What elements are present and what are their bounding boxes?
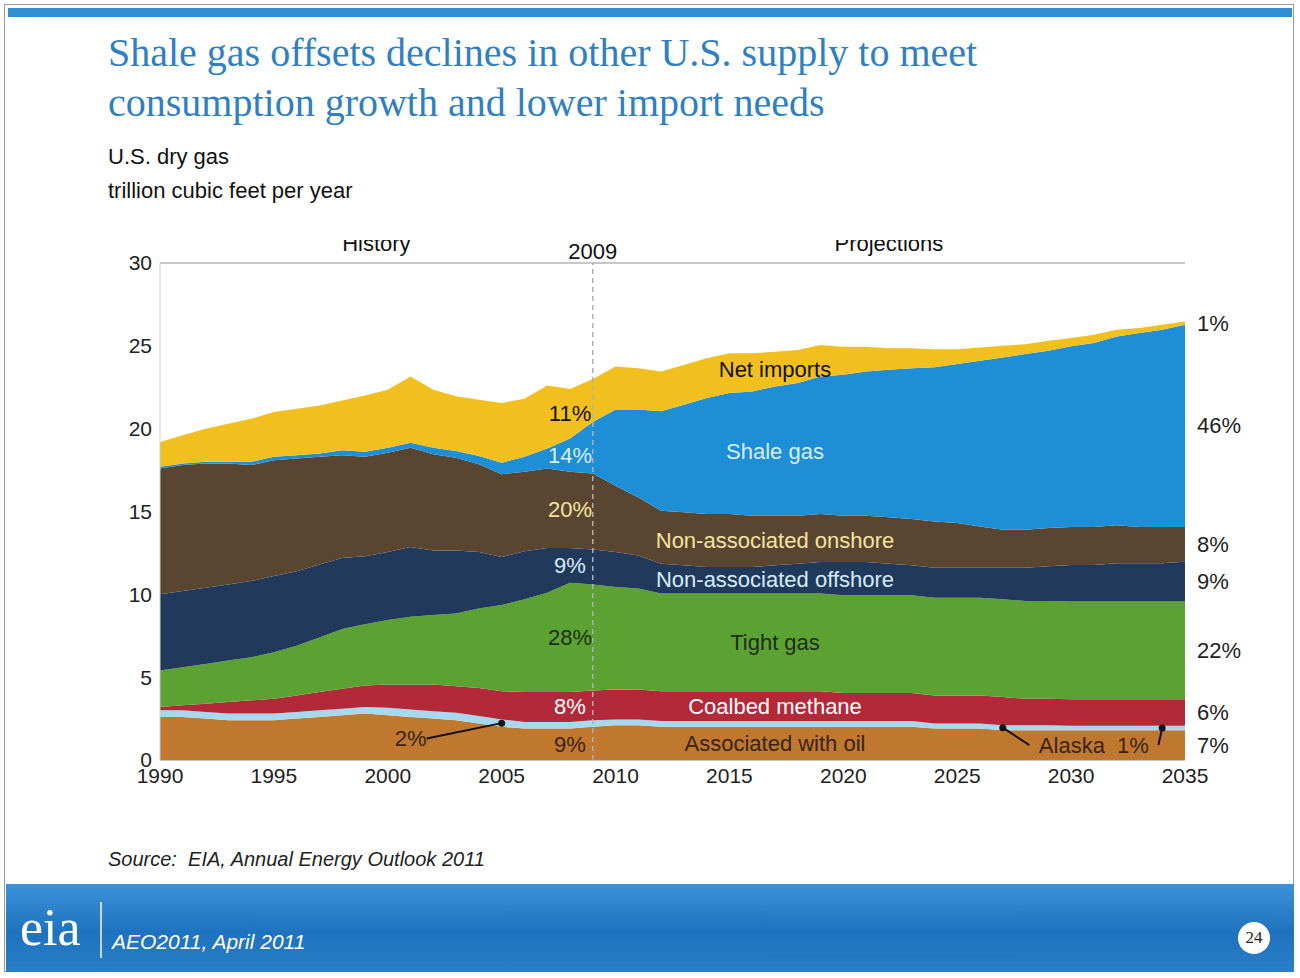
svg-text:8%: 8%	[554, 694, 586, 719]
svg-text:2020: 2020	[820, 764, 867, 787]
svg-text:2030: 2030	[1048, 764, 1095, 787]
svg-text:20: 20	[129, 417, 152, 440]
html-text:U.S. dry gas trillion cubic fe: U.S. dry gas trillion cubic feet per yea…	[108, 144, 353, 203]
svg-text:Non-associated offshore: Non-associated offshore	[656, 567, 894, 592]
svg-text:Non-associated onshore: Non-associated onshore	[656, 528, 894, 553]
svg-text:Projections: Projections	[834, 240, 943, 256]
svg-text:2005: 2005	[478, 764, 525, 787]
svg-text:2025: 2025	[934, 764, 981, 787]
svg-text:15: 15	[129, 500, 152, 523]
svg-text:Net imports: Net imports	[719, 357, 831, 382]
svg-text:Tight gas: Tight gas	[730, 630, 820, 655]
svg-text:14%: 14%	[548, 443, 592, 468]
svg-text:25: 25	[129, 334, 152, 357]
svg-text:2035: 2035	[1162, 764, 1209, 787]
html-text:Shale gas offsets declines in: Shale gas offsets declines in other U.S.…	[108, 30, 978, 125]
svg-text:2015: 2015	[706, 764, 753, 787]
svg-text:9%: 9%	[554, 732, 586, 757]
svg-text:History: History	[342, 240, 410, 256]
svg-text:Associated with oil: Associated with oil	[685, 731, 866, 756]
svg-text:2000: 2000	[364, 764, 411, 787]
html-text:Source: EIA, Annual Energy Out: Source: EIA, Annual Energy Outlook 2011	[108, 848, 485, 870]
html-text:AEO2011, April 2011: AEO2011, April 2011	[112, 930, 306, 953]
svg-text:6%: 6%	[1197, 700, 1229, 725]
svg-text:9%: 9%	[554, 553, 586, 578]
svg-text:46%: 46%	[1197, 413, 1241, 438]
svg-text:30: 30	[129, 251, 152, 274]
svg-text:8%: 8%	[1197, 532, 1229, 557]
svg-text:2010: 2010	[592, 764, 639, 787]
svg-text:7%: 7%	[1197, 733, 1229, 758]
svg-text:9%: 9%	[1197, 569, 1229, 594]
svg-text:28%: 28%	[548, 625, 592, 650]
svg-text:11%: 11%	[549, 401, 591, 426]
svg-text:1995: 1995	[251, 764, 298, 787]
svg-text:1%: 1%	[1197, 311, 1229, 336]
svg-text:1990: 1990	[136, 763, 184, 787]
svg-text:5: 5	[140, 666, 152, 689]
svg-text:10: 10	[129, 583, 152, 606]
svg-text:Alaska 1%: Alaska 1%	[1039, 733, 1149, 758]
svg-text:22%: 22%	[1197, 638, 1241, 663]
svg-text:2009: 2009	[568, 240, 617, 264]
html-text:24: 24	[1245, 928, 1263, 947]
svg-text:20%: 20%	[548, 497, 592, 522]
html-text:eia: eia	[20, 899, 81, 956]
svg-text:Shale gas: Shale gas	[726, 439, 824, 464]
svg-text:0: 0	[140, 748, 152, 771]
svg-text:Coalbed methane: Coalbed methane	[688, 694, 862, 719]
svg-text:2%: 2%	[395, 726, 427, 751]
